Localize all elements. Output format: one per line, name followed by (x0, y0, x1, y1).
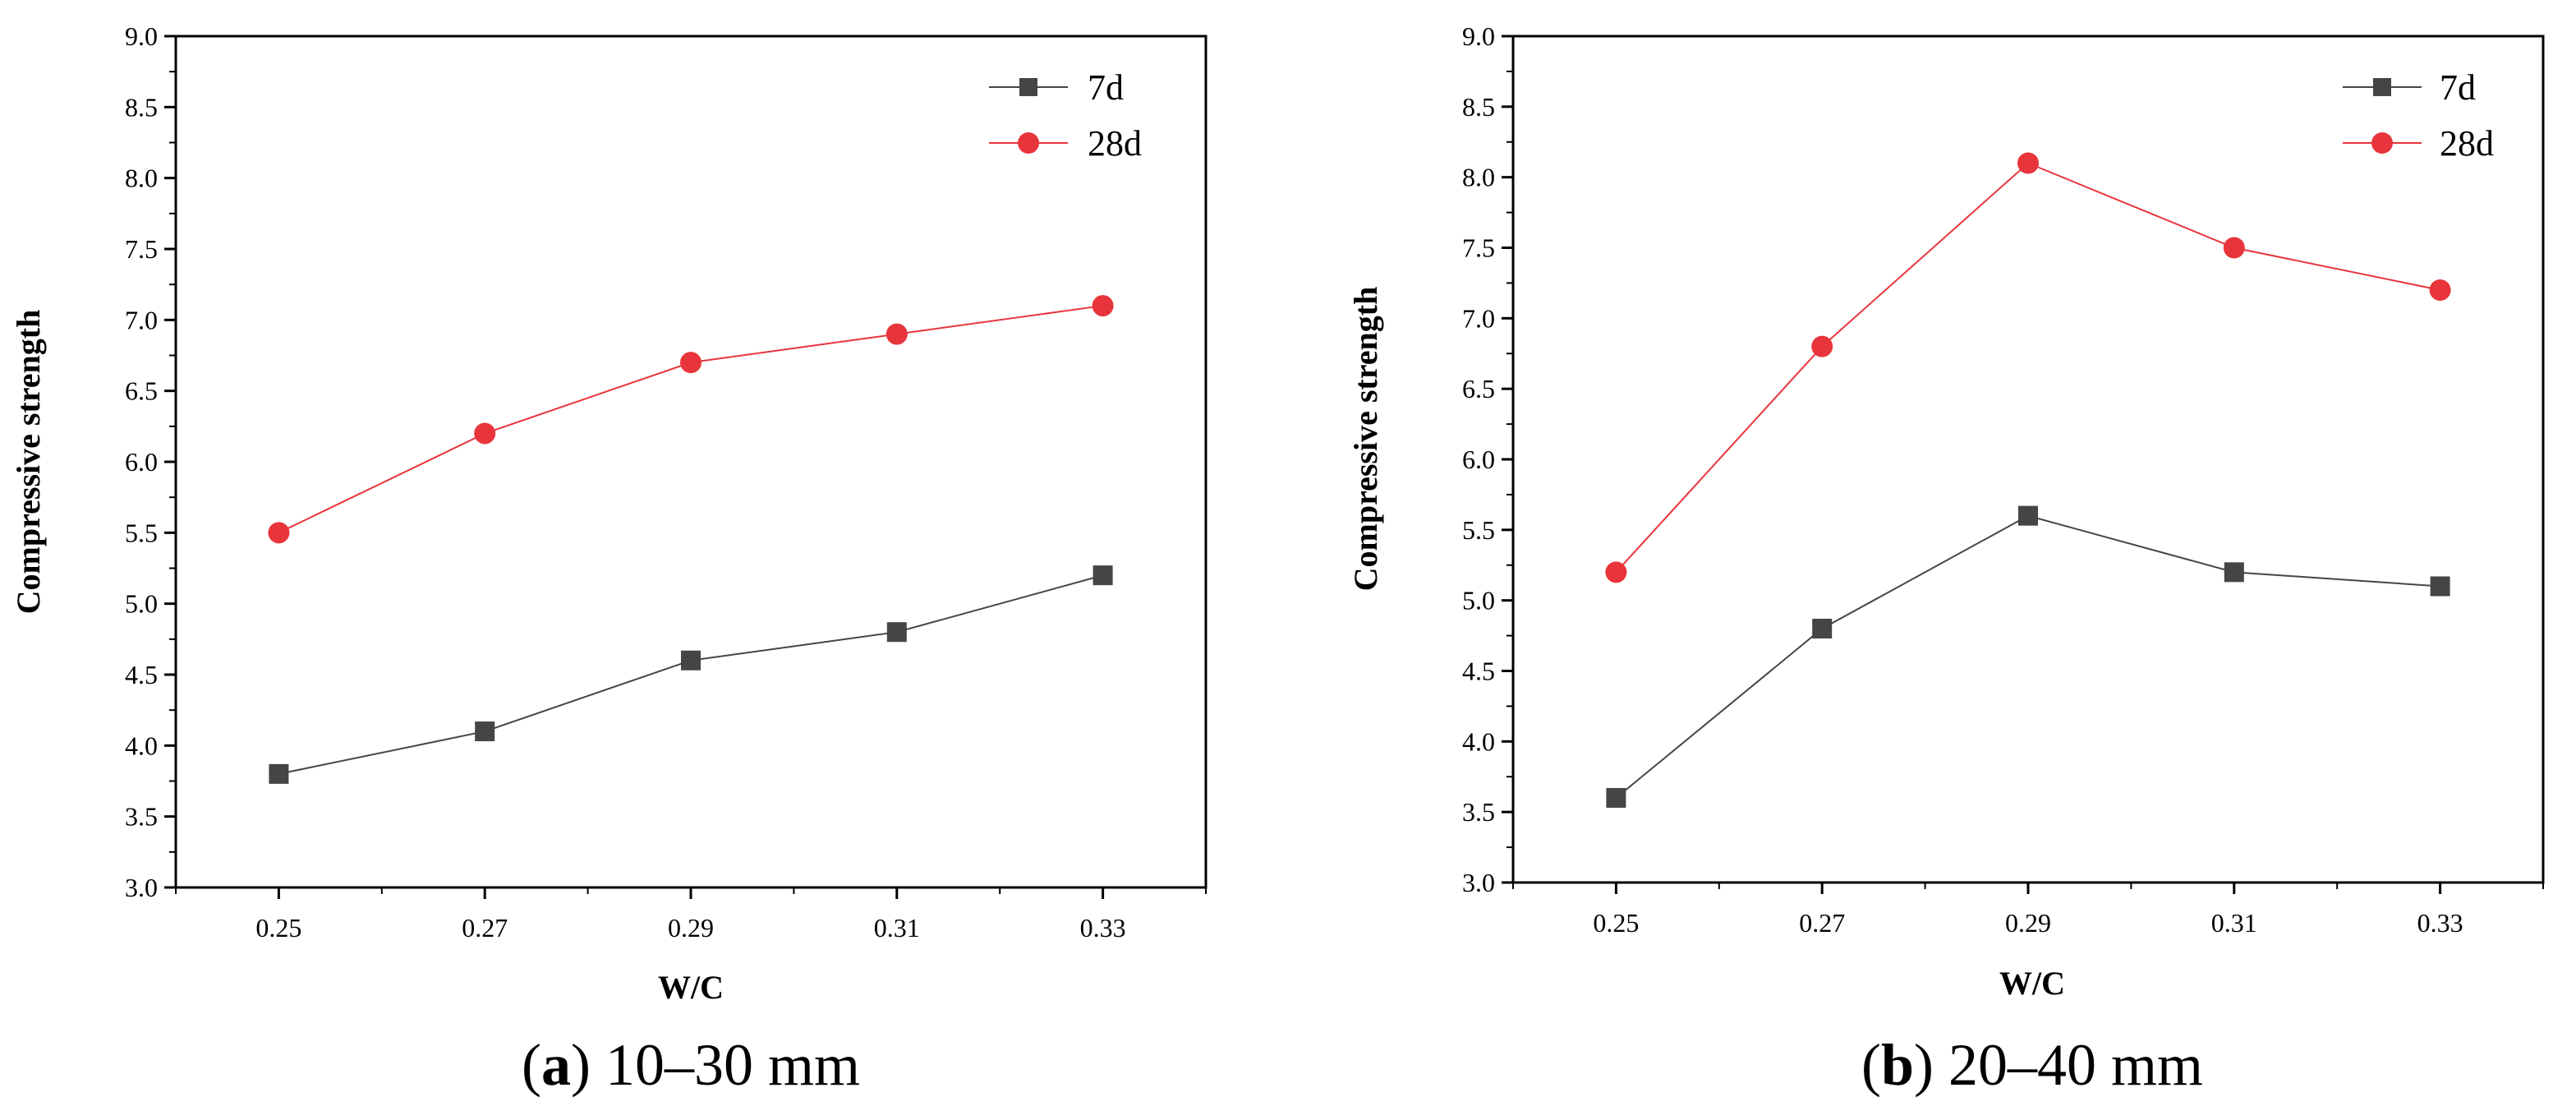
x-tick-label: 0.27 (1799, 908, 1845, 938)
legend-label-28d: 28d (2440, 123, 2494, 164)
data-point-28d (474, 422, 496, 445)
legend-label-7d: 7d (2440, 67, 2476, 108)
y-axis-title: Compressive strength (1347, 287, 1384, 592)
y-tick-label: 3.5 (125, 802, 158, 832)
x-tick-label: 0.29 (2005, 908, 2051, 938)
y-tick-label: 9.0 (125, 21, 158, 51)
legend-marker-7d (1019, 78, 1037, 96)
y-tick-label: 8.0 (125, 164, 158, 193)
y-tick-label: 5.5 (125, 518, 158, 547)
y-tick-label: 6.5 (125, 376, 158, 406)
legend-marker-28d (2371, 132, 2393, 154)
panel-a: 3.03.54.04.55.05.56.06.57.07.58.08.59.0 … (10, 21, 1208, 1098)
series-layer (268, 295, 1114, 784)
y-tick-label: 3.0 (125, 873, 158, 902)
y-tick-label: 4.5 (125, 660, 158, 689)
data-point-7d (2224, 562, 2244, 583)
panel-letter: a (541, 1032, 571, 1098)
y-tick-label: 7.0 (1462, 303, 1495, 333)
data-point-28d (1092, 295, 1114, 317)
y-axis-title: Compressive strength (10, 310, 47, 615)
legend-marker-28d (1018, 132, 1039, 154)
y-tick-label: 4.0 (1462, 726, 1495, 756)
legend: 7d 28d (989, 67, 1142, 164)
plot-frame (174, 35, 1208, 889)
y-tick-label: 7.0 (125, 305, 158, 334)
data-point-28d (680, 352, 702, 374)
data-point-7d (886, 622, 907, 643)
legend-marker-7d (2373, 78, 2391, 96)
data-point-28d (1811, 335, 1833, 357)
y-tick-label: 4.0 (125, 731, 158, 760)
series-line-7d (1615, 514, 2440, 799)
y-axis: 3.0 3.5 4.0 4.5 5.0 5.5 6.0 6.5 7.0 7.5 8.0 8.5 9.0 (125, 21, 176, 902)
y-tick-label: 8.0 (1462, 163, 1495, 192)
x-axis-title: W/C (1999, 965, 2065, 1002)
data-point-7d (269, 763, 289, 784)
data-point-7d (1092, 565, 1113, 586)
panel-caption: (a) 10–30 mm (522, 1032, 860, 1098)
y-tick-label: 6.5 (1462, 374, 1495, 403)
y-tick-label: 3.5 (1462, 797, 1495, 827)
series-line-7d (278, 574, 1103, 775)
x-tick-label: 0.25 (255, 913, 301, 943)
panel-b: 3.03.54.04.55.05.56.06.57.07.58.08.59.0 … (1347, 21, 2545, 1098)
series-line-28d (278, 305, 1103, 534)
data-point-28d (2017, 152, 2039, 174)
y-tick-label: 5.0 (125, 589, 158, 619)
series-layer (1605, 152, 2451, 808)
caption-text: 20–40 mm (1948, 1032, 2203, 1098)
x-tick-label: 0.27 (462, 913, 508, 943)
data-point-7d (475, 721, 495, 742)
panel-caption: (b) 20–40 mm (1861, 1032, 2203, 1098)
x-tick-label: 0.33 (2417, 908, 2463, 938)
data-point-28d (886, 323, 908, 345)
y-tick-label: 7.5 (125, 234, 158, 264)
y-tick-label: 9.0 (1462, 21, 1495, 51)
data-point-7d (2018, 505, 2038, 526)
y-tick-label: 6.0 (125, 447, 158, 477)
x-tick-label: 0.31 (874, 913, 920, 943)
y-tick-label: 5.0 (1462, 586, 1495, 615)
data-point-28d (2429, 279, 2451, 301)
caption-text: 10–30 mm (605, 1032, 860, 1098)
data-point-7d (1812, 619, 1833, 638)
data-point-7d (681, 650, 701, 671)
x-axis: 0.25 0.27 0.29 0.31 0.33 (1512, 883, 2544, 938)
data-point-28d (2223, 237, 2245, 259)
x-tick-label: 0.29 (668, 913, 714, 943)
y-tick-label: 8.5 (125, 92, 158, 122)
y-tick-label: 5.5 (1462, 515, 1495, 545)
x-tick-label: 0.33 (1080, 913, 1126, 943)
y-tick-label: 4.5 (1462, 657, 1495, 686)
y-tick-label: 8.5 (1462, 92, 1495, 122)
data-point-7d (2430, 576, 2450, 597)
panel-letter: b (1881, 1032, 1914, 1098)
legend-label-28d: 28d (1088, 123, 1142, 164)
x-axis: 0.25 0.27 0.29 0.31 0.33 (175, 887, 1207, 943)
data-point-28d (268, 522, 290, 544)
legend: 7d 28d (2343, 67, 2494, 164)
y-axis: 3.0 3.5 4.0 4.5 5.0 5.5 6.0 6.5 7.0 7.5 8.0 8.5 9.0 (1462, 21, 1513, 897)
data-point-7d (1606, 788, 1626, 808)
x-tick-label: 0.31 (2211, 908, 2257, 938)
x-axis-title: W/C (658, 969, 724, 1006)
legend-label-7d: 7d (1088, 67, 1124, 108)
y-tick-label: 3.0 (1462, 868, 1495, 897)
x-tick-label: 0.25 (1593, 908, 1639, 938)
data-point-28d (1605, 561, 1627, 583)
y-tick-label: 7.5 (1462, 233, 1495, 263)
y-tick-label: 6.0 (1462, 445, 1495, 474)
